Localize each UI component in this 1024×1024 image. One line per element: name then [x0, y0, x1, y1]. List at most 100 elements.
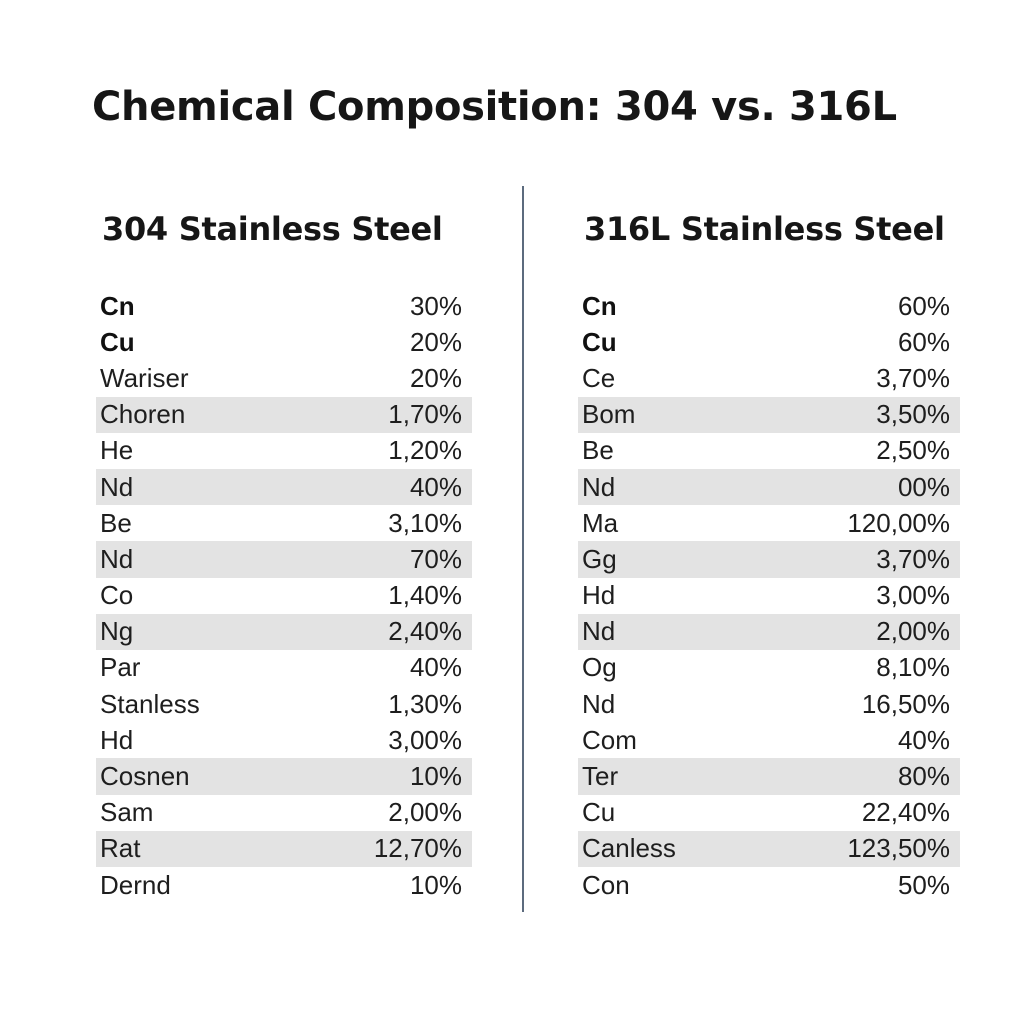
- table-row: Cn 30%: [96, 288, 472, 324]
- table-row: Ng 2,40%: [96, 613, 472, 650]
- element-percentage: 00%: [897, 471, 950, 502]
- table-row: Ter 80%: [578, 758, 960, 795]
- element-percentage: 120,00%: [847, 507, 950, 538]
- element-name: Cu: [582, 326, 617, 357]
- element-name: Cn: [582, 290, 617, 321]
- element-percentage: 2,40%: [388, 616, 462, 647]
- element-percentage: 80%: [897, 761, 950, 792]
- element-name: Bom: [582, 399, 636, 430]
- table-row: Og 8,10%: [578, 650, 960, 686]
- element-percentage: 40%: [897, 724, 950, 755]
- element-name: Choren: [100, 399, 186, 430]
- element-percentage: 16,50%: [861, 688, 950, 719]
- element-name: Canless: [582, 833, 676, 864]
- element-name: Ma: [582, 507, 619, 538]
- table-row: Choren 1,70%: [96, 396, 472, 433]
- element-name: Cn: [100, 290, 135, 321]
- table-row: He 1,20%: [96, 433, 472, 469]
- element-name: Og: [582, 652, 617, 683]
- element-name: Nd: [100, 543, 134, 574]
- element-percentage: 3,70%: [876, 362, 950, 393]
- table-row: Ma 120,00%: [578, 505, 960, 541]
- table-row: Ce 3,70%: [578, 360, 960, 396]
- element-percentage: 10%: [409, 761, 462, 792]
- element-name: Be: [100, 507, 132, 538]
- element-name: Ter: [582, 761, 619, 792]
- table-row: Stanless 1,30%: [96, 686, 472, 722]
- element-percentage: 70%: [409, 543, 462, 574]
- element-name: Com: [582, 724, 637, 755]
- element-name: Co: [100, 580, 134, 611]
- element-percentage: 30%: [409, 290, 462, 321]
- element-percentage: 2,50%: [876, 435, 950, 466]
- table-row: Co 1,40%: [96, 578, 472, 614]
- table-row: Wariser 20%: [96, 360, 472, 396]
- element-percentage: 8,10%: [876, 652, 950, 683]
- table-row: Be 2,50%: [578, 433, 960, 469]
- element-name: Hd: [100, 724, 134, 755]
- composition-list-304: Cn 30% Cu 20% Wariser 20% Choren 1,70% He 1,2…: [96, 288, 472, 903]
- element-percentage: 1,40%: [388, 580, 462, 611]
- element-percentage: 12,70%: [373, 833, 462, 864]
- column-316l-title: 316L Stainless Steel: [584, 210, 945, 248]
- table-row: Cosnen 10%: [96, 758, 472, 795]
- element-name: Hd: [582, 580, 616, 611]
- element-name: Be: [582, 435, 614, 466]
- element-name: Nd: [100, 471, 134, 502]
- element-percentage: 3,50%: [876, 399, 950, 430]
- table-row: Com 40%: [578, 722, 960, 758]
- element-percentage: 3,10%: [388, 507, 462, 538]
- element-percentage: 60%: [897, 326, 950, 357]
- element-percentage: 40%: [409, 652, 462, 683]
- element-percentage: 123,50%: [847, 833, 950, 864]
- element-name: Dernd: [100, 869, 171, 900]
- element-percentage: 1,30%: [388, 688, 462, 719]
- table-row: Nd 16,50%: [578, 686, 960, 722]
- element-percentage: 50%: [897, 869, 950, 900]
- element-name: Gg: [582, 543, 617, 574]
- table-row: Bom 3,50%: [578, 396, 960, 433]
- table-row: Cu 20%: [96, 324, 472, 360]
- table-row: Cn 60%: [578, 288, 960, 324]
- table-row: Hd 3,00%: [578, 578, 960, 614]
- element-percentage: 3,00%: [388, 724, 462, 755]
- element-percentage: 3,70%: [876, 543, 950, 574]
- table-row: Cu 60%: [578, 324, 960, 360]
- column-316l: 316L Stainless Steel Cn 60% Cu 60% Ce 3,70%…: [578, 206, 960, 903]
- element-name: Wariser: [100, 362, 189, 393]
- table-row: Con 50%: [578, 867, 960, 903]
- element-name: Stanless: [100, 688, 200, 719]
- element-name: Cu: [582, 797, 616, 828]
- element-percentage: 60%: [897, 290, 950, 321]
- table-row: Nd 70%: [96, 541, 472, 578]
- column-304: 304 Stainless Steel Cn 30% Cu 20% Wariser 2…: [96, 206, 472, 903]
- element-percentage: 1,20%: [388, 435, 462, 466]
- element-name: Con: [582, 869, 630, 900]
- element-name: Cu: [100, 326, 135, 357]
- element-percentage: 1,70%: [388, 399, 462, 430]
- composition-list-316l: Cn 60% Cu 60% Ce 3,70% Bom 3,50% Be 2,50% Nd 0…: [578, 288, 960, 903]
- element-percentage: 3,00%: [876, 580, 950, 611]
- element-name: Rat: [100, 833, 141, 864]
- element-name: Nd: [582, 688, 616, 719]
- column-304-title: 304 Stainless Steel: [102, 210, 443, 248]
- table-row: Be 3,10%: [96, 505, 472, 541]
- element-name: Ng: [100, 616, 134, 647]
- table-row: Hd 3,00%: [96, 722, 472, 758]
- table-row: Sam 2,00%: [96, 795, 472, 831]
- element-percentage: 20%: [409, 362, 462, 393]
- table-row: Gg 3,70%: [578, 541, 960, 578]
- table-row: Nd 00%: [578, 468, 960, 506]
- element-percentage: 2,00%: [388, 797, 462, 828]
- table-row: Nd 40%: [96, 468, 472, 506]
- table-row: Cu 22,40%: [578, 795, 960, 831]
- element-percentage: 20%: [409, 326, 462, 357]
- table-row: Rat 12,70%: [96, 830, 472, 867]
- element-name: Ce: [582, 362, 616, 393]
- element-percentage: 2,00%: [876, 616, 950, 647]
- element-percentage: 40%: [409, 471, 462, 502]
- element-name: Sam: [100, 797, 154, 828]
- column-divider: [522, 186, 524, 912]
- element-name: Cosnen: [100, 761, 190, 792]
- element-name: Nd: [582, 471, 616, 502]
